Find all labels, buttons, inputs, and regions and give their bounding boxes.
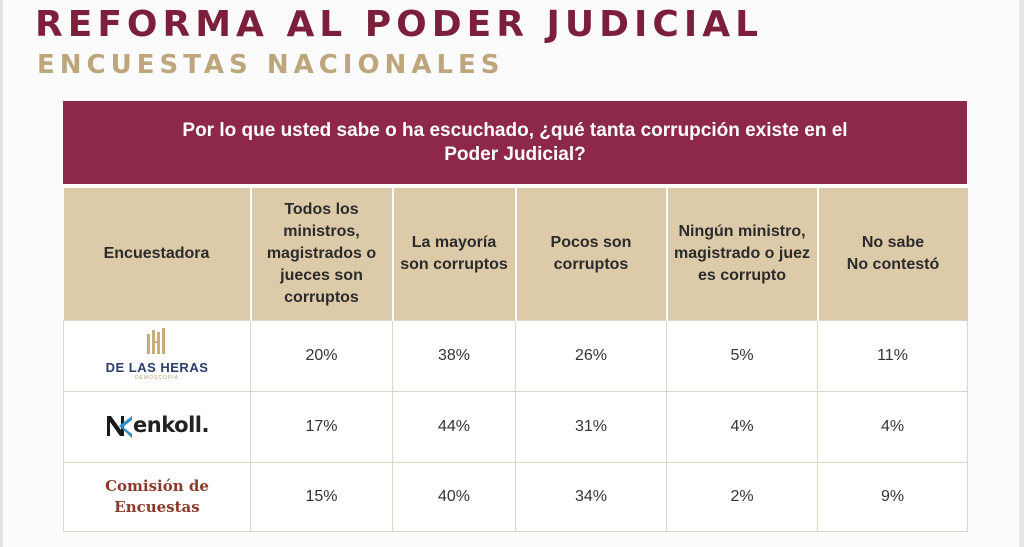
column-header-no-answer: No sabe No contestó [817,188,968,321]
table-row: DE LAS HERAS DEMOSCOPIA 20% 38% 26% 5% 1… [63,320,968,392]
value-cell: 2% [666,462,818,532]
value-cell: 31% [515,391,667,463]
no-answer-line-1: No sabe [861,234,925,251]
table-row: enkoll. 17% 44% 31% 4% 4% [63,391,968,463]
de-las-heras-subtitle: DEMOSCOPIA [135,375,179,381]
de-las-heras-name: DE LAS HERAS [105,360,209,375]
value-cell: 40% [392,462,516,532]
value-cell: 4% [666,391,818,463]
table-row: Comisión de Encuestas 15% 40% 34% 2% 9% [63,462,968,532]
value-cell: 44% [392,391,516,463]
table-header-row: Encuestadora Todos los ministros, magist… [63,188,968,321]
column-header-majority-corrupt: La mayoría son corruptos [392,188,517,321]
column-header-pollster: Encuestadora [63,188,252,321]
value-cell: 15% [250,462,393,532]
no-answer-line-2: No contestó [846,256,940,273]
pollster-cell: enkoll. [63,391,251,463]
value-cell: 17% [250,391,393,463]
results-table: Encuestadora Todos los ministros, magist… [63,188,968,532]
page-title: REFORMA AL PODER JUDICIAL [35,4,764,45]
comision-line-1: Comisión de [105,477,209,495]
comision-de-encuestas-logo: Comisión de Encuestas [65,476,249,518]
pollster-cell: DE LAS HERAS DEMOSCOPIA [63,320,251,392]
column-header-all-corrupt: Todos los ministros, magistrados o juece… [250,188,394,321]
survey-question: Por lo que usted sabe o ha escuchado, ¿q… [63,101,967,184]
value-cell: 38% [392,320,516,392]
column-header-few-corrupt: Pocos son corruptos [515,188,668,321]
pollster-cell: Comisión de Encuestas [63,462,251,532]
value-cell: 9% [817,462,968,532]
value-cell: 11% [817,320,968,392]
enkoll-name: enkoll. [133,412,209,437]
value-cell: 5% [666,320,818,392]
value-cell: 26% [515,320,667,392]
enkoll-mark-icon [107,415,133,438]
de-las-heras-logo: DE LAS HERAS DEMOSCOPIA [106,328,209,381]
page-subtitle: ENCUESTAS NACIONALES [37,50,505,80]
value-cell: 20% [250,320,393,392]
value-cell: 4% [817,391,968,463]
value-cell: 34% [515,462,667,532]
comision-line-2: Encuestas [114,498,200,516]
de-las-heras-mark-icon [146,328,165,354]
column-header-none-corrupt: Ningún ministro, magistrado o juez es co… [666,188,819,321]
enkoll-logo: enkoll. [105,412,209,438]
